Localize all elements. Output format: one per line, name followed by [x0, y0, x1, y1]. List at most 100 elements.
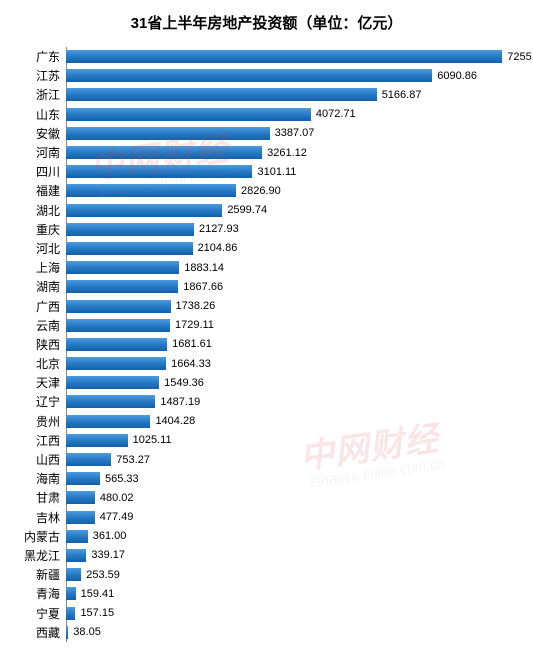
bar-value-label: 1487.19	[160, 396, 200, 408]
y-axis-label: 浙江	[10, 86, 66, 103]
bar-value-label: 361.00	[93, 530, 127, 542]
bar-value-label: 1404.28	[155, 415, 195, 427]
bar	[66, 184, 236, 197]
bar	[66, 415, 150, 428]
bar-wrap: 1404.28	[66, 412, 523, 431]
bar	[66, 69, 432, 82]
bar-row: 河北 2104.86	[10, 239, 523, 258]
bar-row: 云南1729.11	[10, 316, 523, 335]
bar-wrap: 3387.07	[66, 124, 523, 143]
y-axis-label: 上海	[10, 259, 66, 276]
y-axis-label: 江苏	[10, 67, 66, 84]
bar-value-label: 1729.11	[175, 319, 214, 331]
bar	[66, 50, 502, 63]
bar-wrap: 1867.66	[66, 277, 523, 296]
bar-value-label: 1738.26	[176, 300, 216, 312]
bar-row: 重庆2127.93	[10, 220, 523, 239]
bar	[66, 549, 86, 562]
bar-value-label: 5166.87	[382, 89, 422, 101]
y-axis-label: 青海	[10, 585, 66, 602]
bar-row: 新疆253.59	[10, 565, 523, 584]
bar	[66, 357, 166, 370]
bar	[66, 223, 194, 236]
y-axis-label: 黑龙江	[10, 547, 66, 564]
bar-row: 浙江 5166.87	[10, 85, 523, 104]
y-axis-label: 辽宁	[10, 393, 66, 410]
bar-value-label: 3387.07	[275, 127, 315, 139]
bar-wrap: 1664.33	[66, 354, 523, 373]
bar	[66, 127, 270, 140]
chart-container: 31省上半年房地产投资额（单位：亿元） 广东7255.60江苏 6090.86 浙江…	[0, 0, 533, 668]
bar-value-label: 1025.11	[133, 434, 172, 446]
bar	[66, 530, 88, 543]
bar-row: 陕西1681.61	[10, 335, 523, 354]
bar-value-label: 6090.86	[437, 70, 477, 82]
bar-wrap: 7255.60	[66, 47, 533, 66]
bar-value-label: 1549.36	[164, 377, 204, 389]
bar	[66, 568, 81, 581]
y-axis-label: 广西	[10, 298, 66, 315]
bar-row: 北京 1664.33	[10, 354, 523, 373]
y-axis-label: 四川	[10, 163, 66, 180]
bar-row: 海南 565.33	[10, 469, 523, 488]
chart-title: 31省上半年房地产投资额（单位：亿元）	[10, 12, 523, 33]
y-axis-label: 北京	[10, 355, 66, 372]
bar-row: 山西753.27	[10, 450, 523, 469]
y-axis-label: 贵州	[10, 413, 66, 430]
y-axis-label: 福建	[10, 182, 66, 199]
y-axis-label: 吉林	[10, 509, 66, 526]
bar	[66, 261, 179, 274]
y-axis-label: 湖南	[10, 278, 66, 295]
y-axis-label: 山东	[10, 106, 66, 123]
bar-wrap: 1738.26	[66, 296, 523, 315]
bar-wrap: 2104.86	[66, 239, 523, 258]
bar-wrap: 2826.90	[66, 181, 523, 200]
bar-row: 湖北2599.74	[10, 201, 523, 220]
y-axis-label: 西藏	[10, 624, 66, 641]
bar	[66, 491, 95, 504]
bar	[66, 280, 178, 293]
bar-value-label: 1664.33	[171, 358, 211, 370]
bar-wrap: 5166.87	[66, 85, 523, 104]
bar-wrap: 6090.86	[66, 66, 523, 85]
bar-value-label: 2104.86	[198, 242, 238, 254]
bar-wrap: 361.00	[66, 527, 523, 546]
bar	[66, 319, 170, 332]
bar	[66, 376, 159, 389]
y-axis-label: 河北	[10, 240, 66, 257]
y-axis-label: 海南	[10, 470, 66, 487]
bar-value-label: 477.49	[100, 511, 134, 523]
bar-row: 甘肃480.02	[10, 488, 523, 507]
bar-row: 广西 1738.26	[10, 296, 523, 315]
bar-row: 天津 1549.36	[10, 373, 523, 392]
bar-row: 黑龙江339.17	[10, 546, 523, 565]
bar-wrap: 157.15	[66, 603, 523, 622]
bar-value-label: 1681.61	[172, 338, 212, 350]
bar-value-label: 3101.11	[257, 166, 296, 178]
y-axis-label: 安徽	[10, 125, 66, 142]
bar	[66, 108, 311, 121]
bar-value-label: 159.41	[81, 588, 115, 600]
bar-row: 贵州 1404.28	[10, 412, 523, 431]
bar-wrap: 1729.11	[66, 316, 523, 335]
bar-wrap: 1681.61	[66, 335, 523, 354]
bar-value-label: 1883.14	[184, 262, 224, 274]
bar-row: 河南3261.12	[10, 143, 523, 162]
bar-value-label: 565.33	[105, 473, 139, 485]
bar-row: 福建2826.90	[10, 181, 523, 200]
bar-row: 广东7255.60	[10, 47, 523, 66]
bar-wrap: 477.49	[66, 508, 523, 527]
bar-row: 山东4072.71	[10, 105, 523, 124]
bar-row: 辽宁 1487.19	[10, 392, 523, 411]
bar-wrap: 2127.93	[66, 220, 523, 239]
bar	[66, 607, 75, 620]
y-axis-label: 江西	[10, 432, 66, 449]
y-axis-label: 天津	[10, 374, 66, 391]
bar-wrap: 253.59	[66, 565, 523, 584]
bar-wrap: 753.27	[66, 450, 523, 469]
bar-wrap: 38.05	[66, 623, 523, 642]
bar-value-label: 7255.60	[507, 51, 533, 63]
bar-row: 西藏38.05	[10, 623, 523, 642]
bar	[66, 511, 95, 524]
bar-row: 吉林 477.49	[10, 508, 523, 527]
